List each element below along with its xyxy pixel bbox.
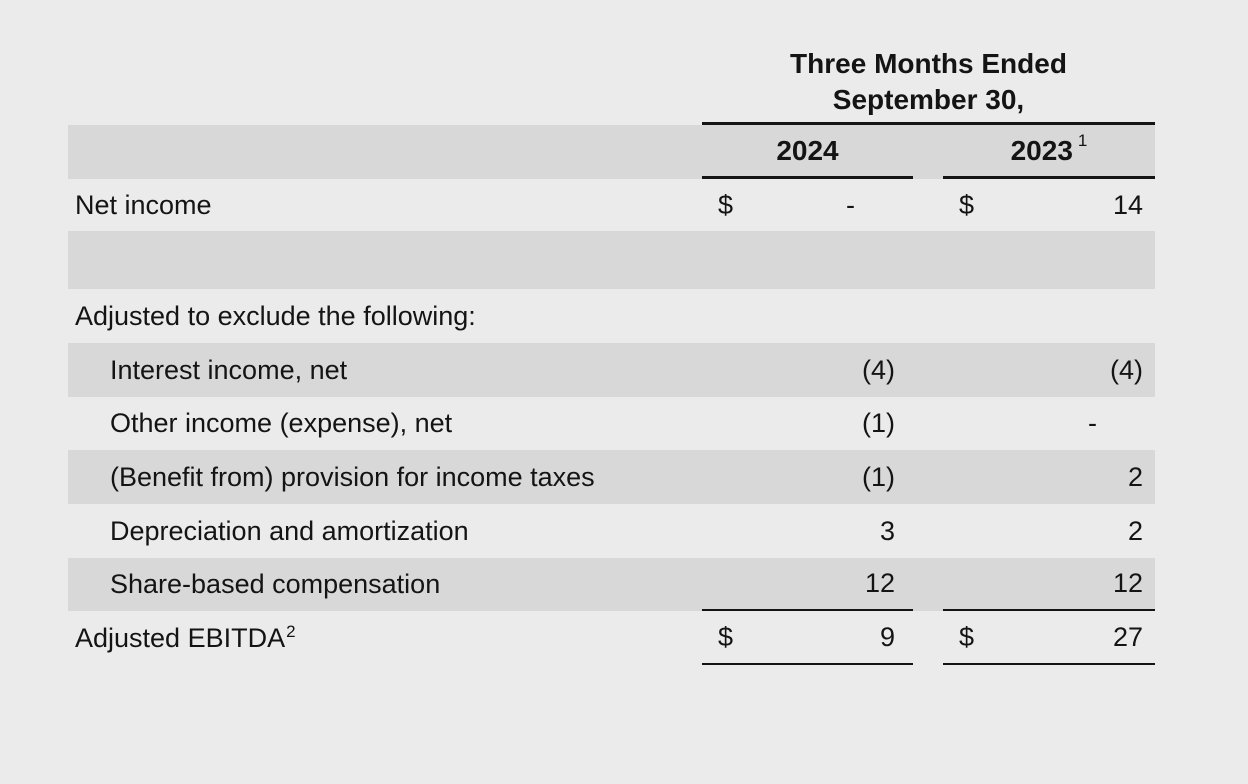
column-header-2024: 2024 bbox=[702, 125, 913, 179]
column-header-2023: 2023 1 bbox=[943, 125, 1155, 179]
other-income-2023-value: - bbox=[1088, 408, 1097, 438]
adjusted-ebitda-footnote-marker: 2 bbox=[286, 621, 296, 641]
row-adjusted-ebitda: Adjusted EBITDA2 $ 9 $ 27 bbox=[68, 611, 1155, 665]
depreciation-2024-value: 3 bbox=[879, 515, 895, 546]
depreciation-2023-value: 2 bbox=[1127, 515, 1143, 546]
adjusted-ebitda-2024-value: 9 bbox=[879, 621, 895, 652]
adjusted-ebitda-2023-cell: $ 27 bbox=[943, 611, 1155, 665]
currency-symbol: $ bbox=[959, 189, 975, 220]
year-header-row: 2024 2023 1 bbox=[68, 125, 1155, 179]
period-header: Three Months Ended September 30, bbox=[68, 46, 1155, 125]
row-interest-income: Interest income, net (4) (4) bbox=[68, 343, 1155, 397]
row-other-income: Other income (expense), net (1) - bbox=[68, 397, 1155, 450]
row-label: Other income (expense), net bbox=[110, 408, 453, 438]
currency-symbol: $ bbox=[718, 621, 734, 652]
row-empty-band bbox=[68, 231, 1155, 289]
period-header-spacer bbox=[68, 46, 702, 125]
row-share-based-compensation: Share-based compensation 12 12 bbox=[68, 558, 1155, 611]
adjusted-ebitda-2023-value: 27 bbox=[1112, 621, 1143, 652]
row-label: Net income bbox=[75, 189, 212, 220]
share-comp-2023-value: 12 bbox=[943, 558, 1155, 611]
currency-symbol: $ bbox=[959, 621, 975, 652]
row-depreciation: Depreciation and amortization 3 2 bbox=[68, 504, 1155, 558]
net-income-2024-value: - bbox=[846, 189, 855, 220]
row-label: (Benefit from) provision for income taxe… bbox=[110, 461, 595, 492]
net-income-2024-cell: $ - bbox=[702, 179, 913, 231]
currency-symbol: $ bbox=[718, 189, 734, 220]
period-title-line2: September 30, bbox=[832, 84, 1025, 115]
row-label: Depreciation and amortization bbox=[110, 515, 469, 546]
row-label: Adjusted to exclude the following: bbox=[75, 300, 476, 331]
row-net-income: Net income $ - $ 14 bbox=[68, 179, 1155, 231]
row-label: Adjusted EBITDA2 bbox=[68, 621, 702, 654]
period-title-line1: Three Months Ended bbox=[790, 48, 1067, 79]
year-2024-label: 2024 bbox=[776, 134, 839, 166]
period-title: Three Months Ended September 30, bbox=[702, 46, 1155, 125]
net-income-2023-cell: $ 14 bbox=[943, 179, 1155, 231]
row-income-taxes: (Benefit from) provision for income taxe… bbox=[68, 450, 1155, 504]
income-taxes-2024-value: (1) bbox=[862, 461, 895, 492]
adjusted-ebitda-label: Adjusted EBITDA bbox=[75, 622, 286, 653]
row-adjusted-section-header: Adjusted to exclude the following: bbox=[68, 289, 1155, 343]
interest-income-2024-value: (4) bbox=[862, 354, 895, 385]
net-income-2023-value: 14 bbox=[1112, 189, 1143, 220]
year-2023-footnote-marker: 1 bbox=[1077, 130, 1088, 150]
financial-table: Three Months Ended September 30, 2024 20… bbox=[68, 46, 1155, 665]
interest-income-2023-value: (4) bbox=[1110, 354, 1143, 385]
row-label: Share-based compensation bbox=[110, 569, 441, 599]
row-label: Interest income, net bbox=[110, 354, 348, 385]
income-taxes-2023-value: 2 bbox=[1127, 461, 1143, 492]
year-2023-label: 2023 bbox=[1010, 134, 1073, 166]
share-comp-2024-value: 12 bbox=[702, 558, 913, 611]
other-income-2024-value: (1) bbox=[862, 408, 895, 438]
adjusted-ebitda-2024-cell: $ 9 bbox=[702, 611, 913, 665]
